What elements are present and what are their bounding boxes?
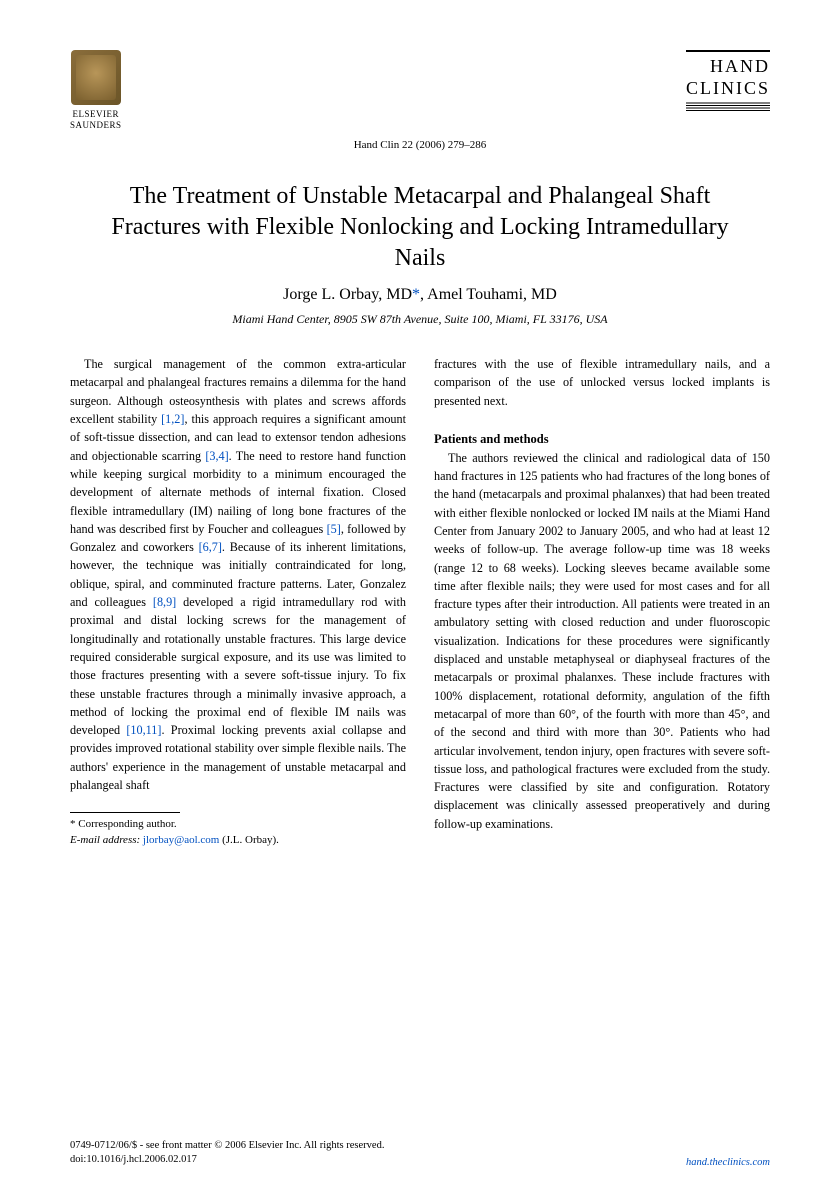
ref-link[interactable]: [5] (327, 522, 341, 536)
ref-link[interactable]: [10,11] (126, 723, 161, 737)
elsevier-tree-icon (71, 50, 121, 105)
journal-masthead: HAND CLINICS (686, 50, 770, 111)
page-header: ELSEVIER SAUNDERS HAND CLINICS (70, 50, 770, 131)
doi-line: doi:10.1016/j.hcl.2006.02.017 (70, 1154, 197, 1165)
section-heading-methods: Patients and methods (434, 430, 770, 449)
article-title: The Treatment of Unstable Metacarpal and… (70, 181, 770, 275)
journal-name-line1: HAND (710, 56, 770, 76)
journal-rule-icon (686, 101, 770, 111)
authors: Jorge L. Orbay, MD*, Amel Touhami, MD (70, 286, 770, 304)
ref-link[interactable]: [1,2] (161, 412, 184, 426)
email-label: E-mail address: (70, 834, 140, 846)
body-columns: The surgical management of the common ex… (70, 355, 770, 848)
publisher-bottom: SAUNDERS (70, 120, 122, 130)
intro-paragraph: The surgical management of the common ex… (70, 355, 406, 794)
corresponding-footnote: * Corresponding author. (70, 817, 406, 832)
footnote-separator (70, 812, 180, 813)
ref-link[interactable]: [6,7] (199, 540, 222, 554)
corresponding-mark-icon: * (412, 286, 420, 303)
email-footnote: E-mail address: jlorbay@aol.com (J.L. Or… (70, 833, 406, 848)
continuation-paragraph: fractures with the use of flexible intra… (434, 355, 770, 410)
ref-link[interactable]: [3,4] (205, 449, 228, 463)
column-right: fractures with the use of flexible intra… (434, 355, 770, 848)
publisher-top: ELSEVIER (73, 109, 120, 119)
copyright-block: 0749-0712/06/$ - see front matter © 2006… (70, 1139, 384, 1168)
text-run: developed a rigid intramedullary rod wit… (70, 595, 406, 737)
publisher-name: ELSEVIER SAUNDERS (70, 109, 122, 131)
journal-url[interactable]: hand.theclinics.com (686, 1157, 770, 1168)
publisher-logo: ELSEVIER SAUNDERS (70, 50, 122, 131)
email-link[interactable]: jlorbay@aol.com (143, 834, 219, 846)
copyright-line: 0749-0712/06/$ - see front matter © 2006… (70, 1140, 384, 1151)
citation: Hand Clin 22 (2006) 279–286 (70, 139, 770, 151)
ref-link[interactable]: [8,9] (153, 595, 176, 609)
email-tail: (J.L. Orbay). (219, 834, 279, 846)
column-left: The surgical management of the common ex… (70, 355, 406, 848)
page-footer: 0749-0712/06/$ - see front matter © 2006… (70, 1139, 770, 1168)
journal-name-line2: CLINICS (686, 78, 770, 98)
affiliation: Miami Hand Center, 8905 SW 87th Avenue, … (70, 312, 770, 327)
methods-paragraph: The authors reviewed the clinical and ra… (434, 449, 770, 833)
